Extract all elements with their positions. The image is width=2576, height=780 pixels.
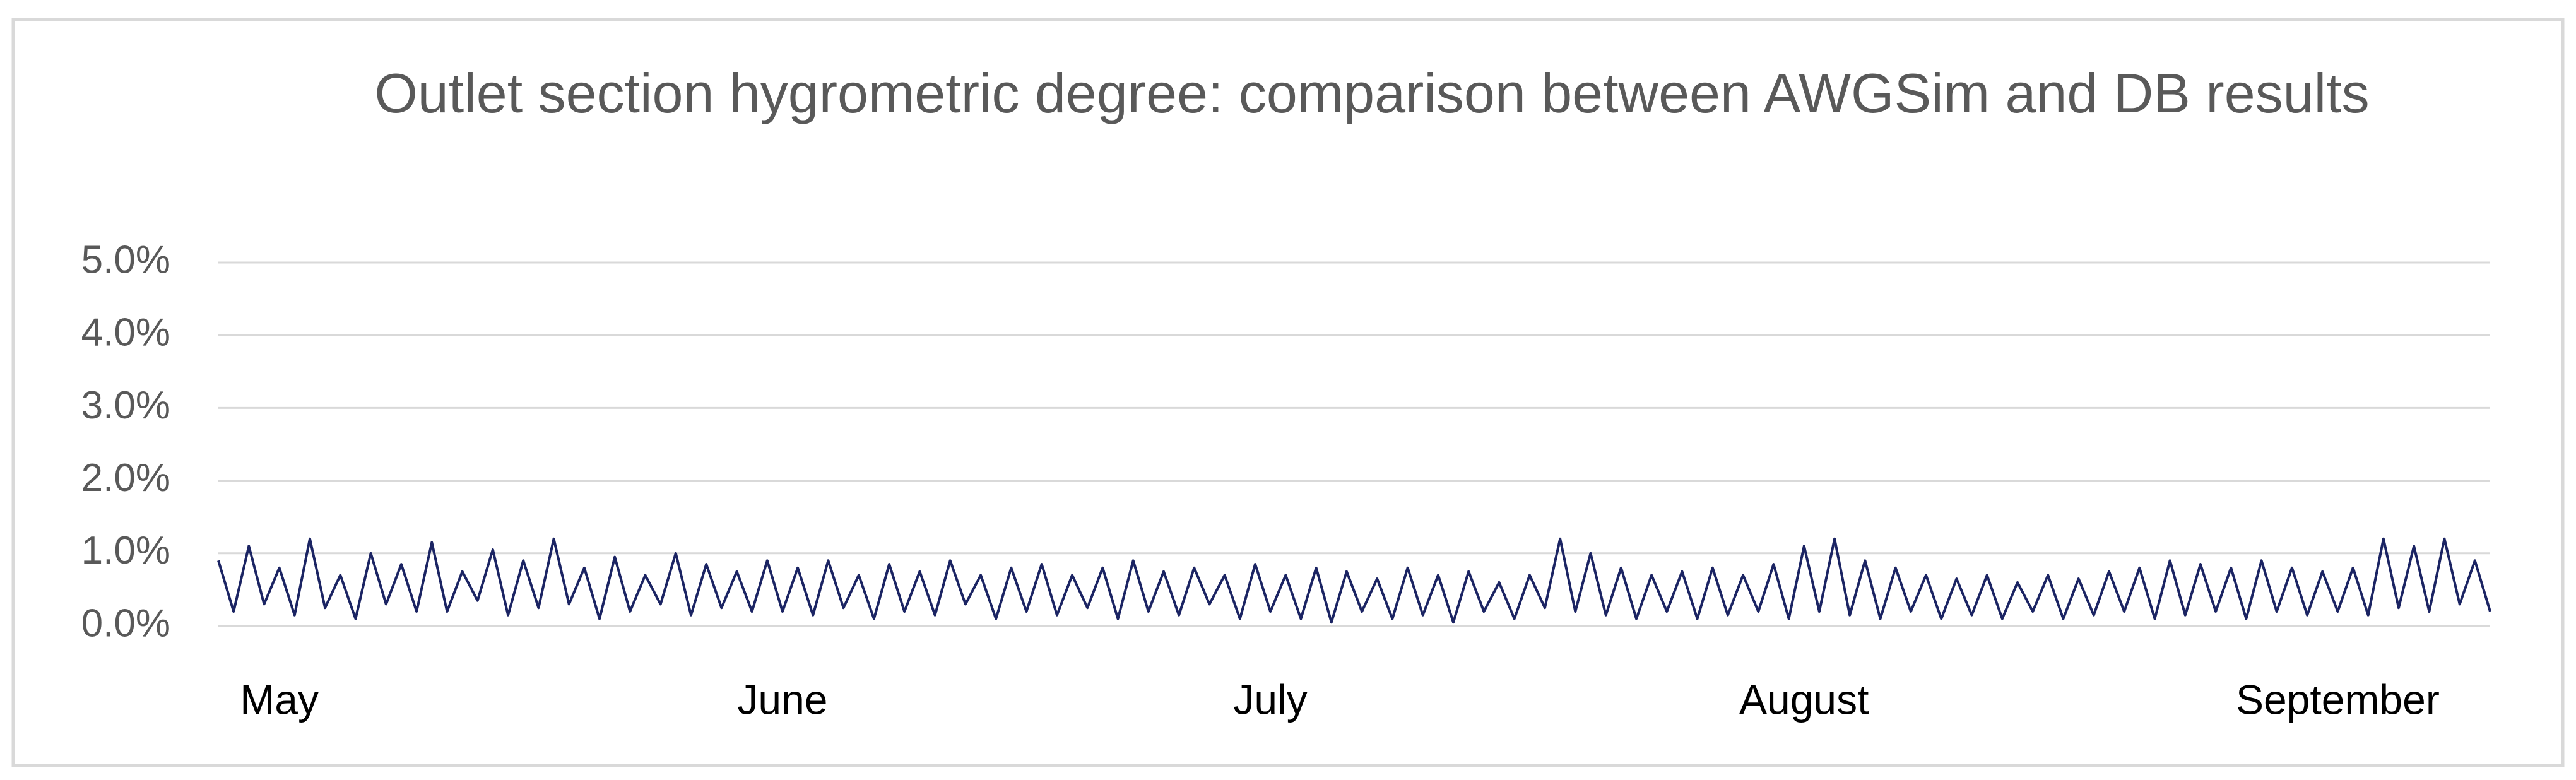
data-line [217,537,2491,624]
y-tick-label: 1.0% [81,529,170,572]
x-tick-label: August [1739,676,1869,723]
x-tick-label: June [737,676,827,723]
y-tick-label: 3.0% [81,384,170,427]
y-tick-label: 0.0% [81,601,170,645]
x-tick-label: May [240,676,319,723]
x-tick-label: September [2236,676,2440,723]
chart-border [11,18,2565,767]
y-tick-label: 5.0% [81,238,170,281]
y-tick-label: 4.0% [81,311,170,355]
y-tick-label: 2.0% [81,456,170,500]
x-tick-label: July [1233,676,1307,723]
chart-title: Outlet section hygrometric degree: compa… [374,62,2370,124]
